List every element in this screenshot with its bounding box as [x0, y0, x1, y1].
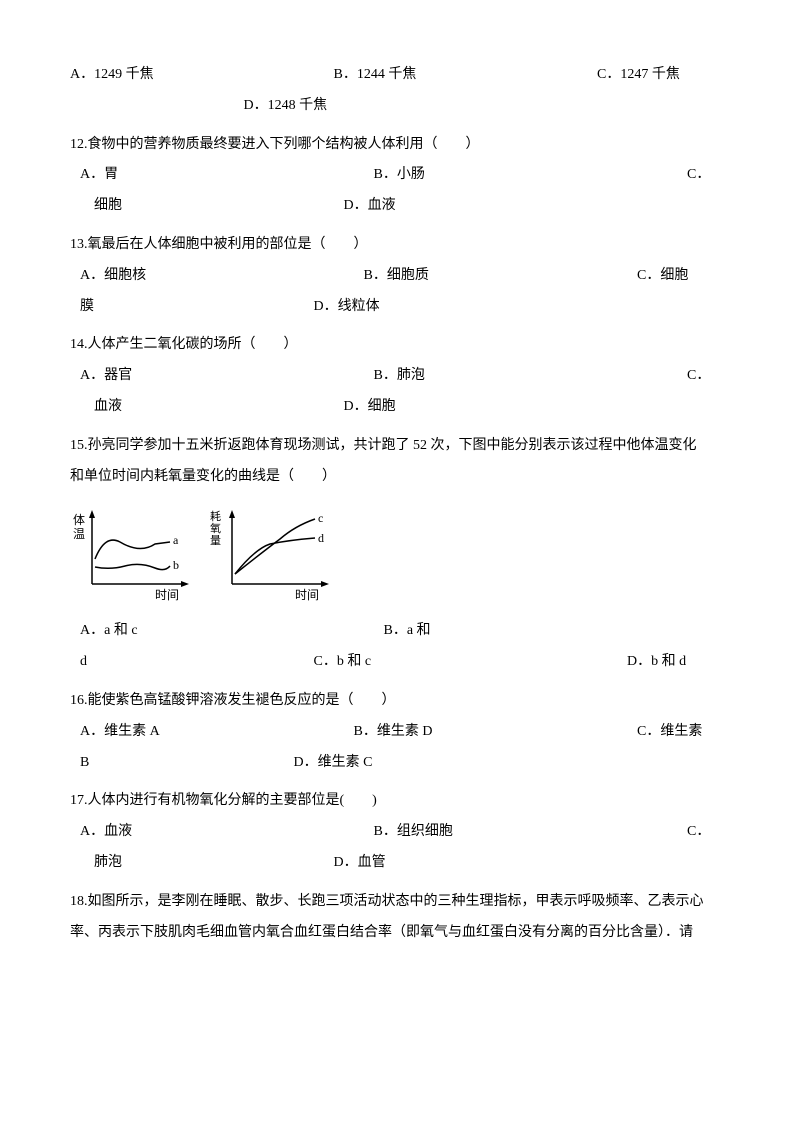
q15-c: C．b 和 c: [314, 647, 624, 678]
chart1-ylabel2: 温: [73, 527, 85, 541]
chart1-ylabel1: 体: [73, 513, 85, 527]
q13-c: C．细胞: [637, 268, 688, 283]
q17-a: A．血液: [70, 817, 370, 848]
chart2-d: d: [318, 531, 324, 545]
q13: 13.氧最后在人体细胞中被利用的部位是（ ） A．细胞核 B．细胞质 C．细胞 …: [70, 230, 730, 322]
q12-d: D．血液: [344, 198, 396, 213]
q17-b: B．组织细胞: [374, 817, 684, 848]
q18: 18.如图所示，是李刚在睡眠、散步、长跑三项活动状态中的三种生理指标，甲表示呼吸…: [70, 887, 730, 949]
q12-b: B．小肠: [374, 160, 684, 191]
q13-b: B．细胞质: [364, 261, 634, 292]
q13-a: A．细胞核: [70, 261, 360, 292]
q16: 16.能使紫色高锰酸钾溶液发生褪色反应的是（ ） A．维生素 A B．维生素 D…: [70, 686, 730, 778]
q15-text1: 15.孙亮同学参加十五米折返跑体育现场测试，共计跑了 52 次，下图中能分别表示…: [70, 431, 730, 462]
q18-text2: 率、丙表示下肢肌肉毛细血管内氧合血红蛋白结合率（即氧气与血红蛋白没有分离的百分比…: [70, 918, 730, 949]
q17-c2: 肺泡: [70, 848, 330, 879]
chart2-yl3: 量: [210, 534, 221, 547]
q11-c: C．1247 千焦: [597, 67, 680, 82]
q16-c2: B: [70, 748, 290, 779]
q17: 17.人体内进行有机物氧化分解的主要部位是( ) A．血液 B．组织细胞 C． …: [70, 786, 730, 878]
chart1-xlabel: 时间: [155, 588, 179, 602]
q14-c: C．: [687, 368, 710, 383]
chart2-xlabel: 时间: [295, 588, 319, 602]
q12-c: C．: [687, 167, 710, 182]
q14: 14.人体产生二氧化碳的场所（ ） A．器官 B．肺泡 C． 血液 D．细胞: [70, 330, 730, 422]
q16-b: B．维生素 D: [354, 717, 634, 748]
q15: 15.孙亮同学参加十五米折返跑体育现场测试，共计跑了 52 次，下图中能分别表示…: [70, 431, 730, 678]
q15-b2: d: [70, 647, 310, 678]
q11-options: A．1249 千焦 B．1244 千焦 C．1247 千焦 D．1248 千焦: [70, 60, 730, 122]
q17-text: 17.人体内进行有机物氧化分解的主要部位是( ): [70, 786, 730, 817]
q15-d: D．b 和 d: [627, 654, 686, 669]
chart2-c: c: [318, 511, 323, 525]
chart2: 耗 氧 量 c d 时间: [210, 504, 340, 604]
chart1-b: b: [173, 558, 179, 572]
q15-text2: 和单位时间内耗氧量变化的曲线是（ ）: [70, 462, 730, 493]
q12: 12.食物中的营养物质最终要进入下列哪个结构被人体利用（ ） A．胃 B．小肠 …: [70, 130, 730, 222]
q16-a: A．维生素 A: [70, 717, 350, 748]
q13-c2: 膜: [70, 292, 310, 323]
q16-c: C．维生素: [637, 724, 702, 739]
q11-b: B．1244 千焦: [334, 60, 594, 91]
chart2-yl1: 耗: [210, 510, 221, 523]
q15-b: B．a 和: [384, 623, 431, 638]
q14-c2: 血液: [70, 392, 340, 423]
q14-b: B．肺泡: [374, 361, 684, 392]
q13-d: D．线粒体: [314, 299, 380, 314]
q14-d: D．细胞: [344, 399, 396, 414]
q18-text1: 18.如图所示，是李刚在睡眠、散步、长跑三项活动状态中的三种生理指标，甲表示呼吸…: [70, 887, 730, 918]
q17-d: D．血管: [334, 855, 386, 870]
q14-text: 14.人体产生二氧化碳的场所（ ）: [70, 330, 730, 361]
q11-a: A．1249 千焦: [70, 60, 330, 91]
q16-d: D．维生素 C: [294, 755, 373, 770]
q12-c2: 细胞: [70, 191, 340, 222]
q15-a: A．a 和 c: [70, 616, 380, 647]
chart2-yl2: 氧: [210, 521, 221, 535]
chart1: 体 温 a b 时间: [70, 504, 200, 604]
q13-text: 13.氧最后在人体细胞中被利用的部位是（ ）: [70, 230, 730, 261]
q11-d: D．1248 千焦: [244, 98, 328, 113]
q16-text: 16.能使紫色高锰酸钾溶液发生褪色反应的是（ ）: [70, 686, 730, 717]
q17-c: C．: [687, 824, 710, 839]
q12-a: A．胃: [70, 160, 370, 191]
q14-a: A．器官: [70, 361, 370, 392]
charts: 体 温 a b 时间 耗 氧 量 c d 时间: [70, 504, 730, 604]
q12-text: 12.食物中的营养物质最终要进入下列哪个结构被人体利用（ ）: [70, 130, 730, 161]
chart1-a: a: [173, 533, 179, 547]
